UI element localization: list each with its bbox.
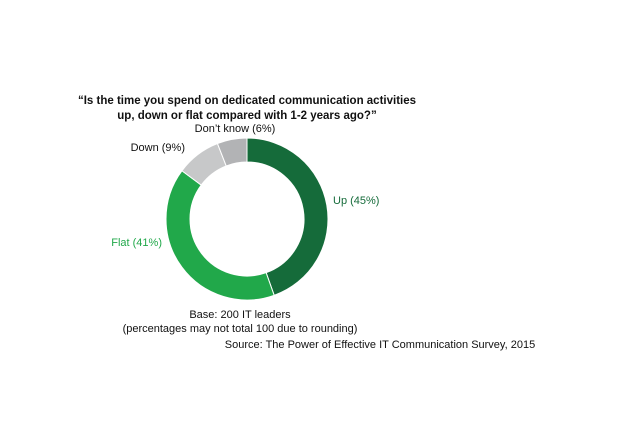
chart-title-line-1: “Is the time you spend on dedicated comm… [78,95,416,107]
donut-slices [165,137,329,301]
chart-title-line-2: up, down or flat compared with 1-2 years… [117,110,376,122]
slice-up [246,137,329,296]
slice-label-dont-know: Don’t know (6%) [195,123,276,135]
slice-label-down: Down (9%) [131,142,185,154]
slice-flat [165,170,275,301]
rounding-note: (percentages may not total 100 due to ro… [123,323,358,335]
base-note: Base: 200 IT leaders [189,309,291,321]
slice-label-flat: Flat (41%) [111,237,162,249]
slice-label-up: Up (45%) [333,195,379,207]
slice-dont-know [216,137,248,167]
source-note: Source: The Power of Effective IT Commun… [225,339,535,351]
